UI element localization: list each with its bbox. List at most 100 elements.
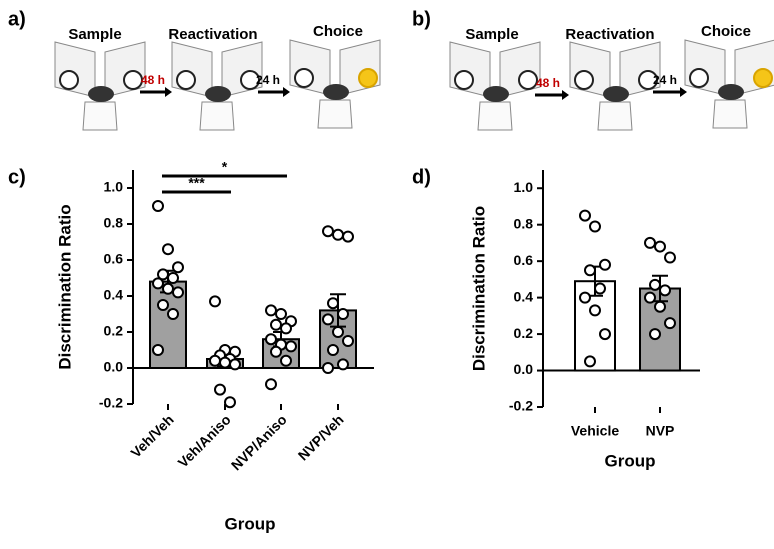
object — [689, 68, 709, 88]
y-tick-label: 0.0 — [514, 361, 534, 377]
data-point — [337, 358, 349, 371]
stage-label: Choice — [701, 23, 751, 40]
data-point — [152, 277, 164, 290]
maze-stem — [712, 99, 748, 129]
data-point — [644, 291, 656, 304]
data-point — [265, 333, 277, 346]
data-point — [214, 383, 226, 396]
x-tick-label: Veh/Aniso — [175, 411, 234, 470]
data-point — [167, 272, 179, 284]
y-tick-label: -0.2 — [99, 395, 123, 411]
x-tick-label: NVP — [646, 423, 675, 439]
data-point — [152, 344, 164, 356]
object — [454, 70, 474, 90]
object — [123, 70, 143, 90]
data-point — [599, 328, 611, 341]
y-tick-label: 0.2 — [104, 323, 124, 339]
data-point — [172, 286, 184, 299]
data-point — [327, 297, 339, 310]
maze-stem — [199, 101, 235, 131]
data-point — [172, 261, 184, 274]
data-point — [579, 291, 591, 304]
data-point — [332, 326, 344, 338]
data-point — [589, 220, 601, 233]
x-axis-title: Group — [225, 514, 276, 533]
y-axis-title: Discrimination Ratio — [55, 204, 74, 369]
stage-label: Choice — [313, 23, 363, 40]
data-point — [327, 344, 339, 356]
maze — [684, 39, 774, 129]
maze — [54, 41, 146, 131]
object — [518, 70, 538, 90]
stage-label: Reactivation — [565, 26, 654, 43]
data-point — [589, 304, 601, 317]
mouse — [323, 84, 349, 100]
mouse — [205, 86, 231, 102]
data-point — [209, 354, 221, 367]
maze-stem — [597, 101, 633, 131]
maze-arm — [569, 41, 611, 98]
data-point — [265, 304, 277, 317]
interval-label: 24 h — [256, 73, 280, 87]
data-point — [157, 268, 169, 281]
data-point — [337, 308, 349, 320]
arrow-head — [680, 87, 687, 97]
maze-stem — [82, 101, 118, 131]
object — [176, 70, 196, 90]
object — [240, 70, 260, 90]
y-tick-label: 0.8 — [514, 215, 534, 231]
maze — [449, 41, 541, 131]
maze-arm — [619, 41, 661, 98]
y-tick-label: 0.6 — [104, 251, 124, 267]
data-point — [649, 278, 661, 291]
data-point — [229, 358, 241, 371]
x-tick-label: NVP/Veh — [295, 411, 347, 463]
maze — [569, 41, 661, 131]
data-point — [342, 335, 354, 347]
y-tick-label: 1.0 — [104, 179, 124, 195]
data-point — [322, 362, 334, 374]
data-point — [162, 282, 174, 295]
y-tick-label: 0.4 — [514, 288, 534, 304]
data-point — [285, 340, 297, 353]
data-point — [209, 295, 221, 308]
data-point — [157, 299, 169, 311]
data-point — [332, 228, 344, 241]
data-point — [649, 328, 661, 341]
maze — [289, 39, 381, 129]
y-tick-label: 0.8 — [104, 215, 124, 231]
maze-arm — [684, 39, 726, 96]
maze-stem — [477, 101, 513, 131]
data-point — [270, 345, 282, 358]
y-tick-label: 0.0 — [104, 359, 124, 375]
arrow-head — [283, 87, 290, 97]
data-point — [644, 236, 656, 249]
y-tick-label: 0.2 — [514, 325, 534, 341]
data-point — [322, 313, 334, 326]
y-tick-label: -0.2 — [509, 398, 533, 414]
mouse — [483, 86, 509, 102]
y-tick-label: 1.0 — [514, 179, 534, 195]
data-point — [162, 243, 174, 256]
stage-label: Reactivation — [168, 26, 257, 43]
data-point — [654, 300, 666, 313]
mouse — [88, 86, 114, 102]
data-point — [270, 318, 282, 331]
mouse — [718, 84, 744, 100]
maze-arm — [104, 41, 146, 98]
maze-arm — [289, 39, 331, 96]
interval-label: 48 h — [141, 73, 165, 87]
stage-label: Sample — [68, 26, 121, 43]
x-axis-title: Group — [605, 451, 656, 470]
x-tick-label: NVP/Aniso — [228, 411, 290, 473]
y-tick-label: 0.6 — [514, 252, 534, 268]
y-axis-title: Discrimination Ratio — [469, 206, 488, 371]
data-point — [280, 322, 292, 335]
maze-stem — [317, 99, 353, 129]
data-point — [167, 308, 179, 320]
data-point — [280, 354, 292, 367]
data-point — [275, 308, 287, 320]
panel-label: c) — [8, 166, 26, 188]
